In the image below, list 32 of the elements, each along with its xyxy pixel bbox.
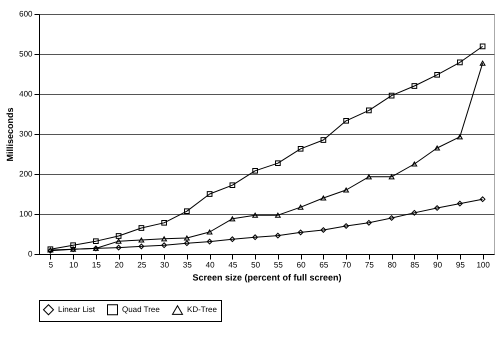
legend-label: Linear List	[58, 304, 96, 314]
y-tick-label: 600	[19, 10, 34, 18]
y-tick-label: 400	[19, 90, 34, 98]
y-tick-label: 200	[19, 170, 34, 178]
x-tick-label: 40	[206, 260, 216, 270]
legend-label: Quad Tree	[122, 304, 160, 314]
y-tick-label: 100	[19, 210, 34, 218]
y-tick-label: 0	[28, 250, 34, 258]
x-tick-label: 65	[319, 260, 329, 270]
x-tick-label: 100	[476, 260, 490, 270]
x-tick-label: 15	[92, 260, 102, 270]
y-tick-label: 300	[19, 130, 34, 138]
x-tick-label: 45	[228, 260, 238, 270]
x-tick-label: 80	[388, 260, 398, 270]
x-tick-label: 90	[433, 260, 443, 270]
y-tick-label: 500	[19, 50, 34, 58]
x-tick-label: 35	[182, 260, 192, 270]
x-tick-label: 95	[456, 260, 466, 270]
x-tick-label: 30	[160, 260, 170, 270]
x-tick-label: 50	[251, 260, 261, 270]
x-axis-title: Screen size (percent of full screen)	[192, 272, 342, 282]
x-tick-label: 10	[69, 260, 79, 270]
x-tick-label: 85	[410, 260, 420, 270]
x-tick-label: 75	[364, 260, 374, 270]
x-tick-label: 55	[274, 260, 284, 270]
x-tick-label: 5	[48, 260, 54, 270]
y-axis-title: Milliseconds	[5, 107, 16, 162]
x-tick-label: 60	[296, 260, 306, 270]
legend-label: KD-Tree	[187, 305, 218, 314]
x-tick-label: 20	[114, 260, 124, 270]
x-tick-label: 25	[137, 260, 147, 270]
x-tick-label: 70	[342, 260, 352, 270]
